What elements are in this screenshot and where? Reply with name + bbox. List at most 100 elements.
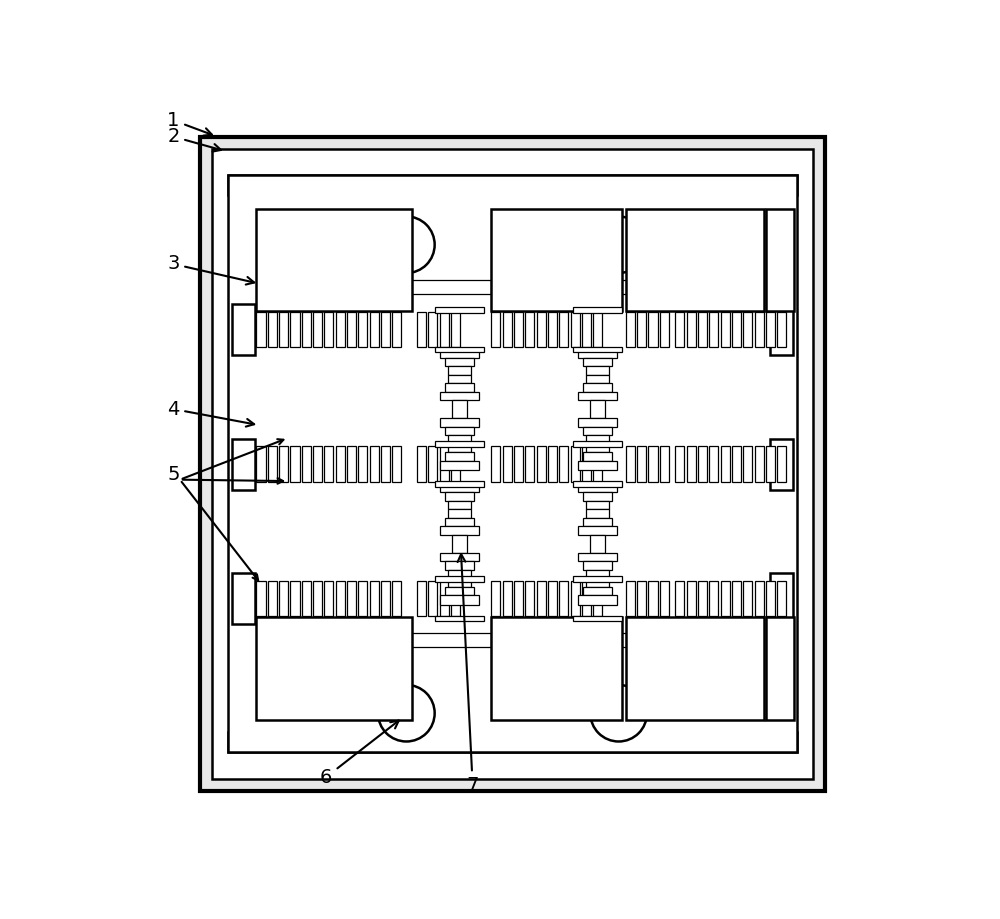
Bar [766,617,794,720]
Bar [573,616,622,621]
Bar [537,312,546,347]
Bar [586,444,609,452]
Bar [709,581,718,617]
Bar [525,312,534,347]
Bar [698,447,707,482]
Bar [445,452,474,460]
Bar [766,581,775,617]
Bar [451,581,460,617]
Bar [228,176,797,195]
Bar [559,447,568,482]
Bar [336,447,345,482]
Bar [626,581,635,617]
Bar [448,375,471,383]
Bar [256,617,412,720]
Bar [503,312,512,347]
Bar [687,581,696,617]
Bar [256,209,412,312]
Bar [755,312,764,347]
Bar [637,447,646,482]
Bar [548,447,557,482]
Bar [448,509,471,518]
Bar [548,312,557,347]
Bar [721,581,730,617]
Bar [290,581,300,617]
Circle shape [590,685,647,742]
Bar [583,426,612,435]
Bar [445,383,474,391]
Bar [448,570,471,578]
Bar [709,447,718,482]
Bar [448,435,471,444]
Bar [578,348,617,358]
Bar [660,312,669,347]
Bar [452,535,467,552]
Bar [732,312,741,347]
Bar [721,312,730,347]
Bar [435,616,484,621]
Bar [743,447,752,482]
Bar [582,447,591,482]
Bar [324,581,333,617]
Bar [440,418,479,426]
Bar [573,576,622,582]
Bar [448,367,471,375]
Bar [660,447,669,482]
Bar [766,312,775,347]
Bar [559,312,568,347]
Bar [440,348,479,358]
Bar [313,312,322,347]
Bar [256,581,266,617]
Bar [451,447,460,482]
Bar [668,632,750,647]
Bar [491,617,622,720]
Bar [583,358,612,367]
Bar [256,447,266,482]
Bar [200,137,825,791]
Bar [435,307,484,312]
Bar [381,581,390,617]
Bar [491,447,500,482]
Bar [228,176,797,752]
Bar [537,447,546,482]
Bar [370,447,379,482]
Bar [440,391,479,401]
Bar [440,482,479,493]
Bar [313,581,322,617]
Bar [302,312,311,347]
Circle shape [378,685,435,742]
Bar [428,581,437,617]
Circle shape [590,216,647,273]
Bar [648,447,658,482]
Bar [573,441,622,448]
Bar [448,578,471,586]
Text: 6: 6 [320,720,399,787]
Bar [777,447,786,482]
Bar [668,280,750,294]
Bar [586,501,609,509]
Bar [586,367,609,375]
Bar [777,312,786,347]
Bar [417,447,426,482]
Bar [336,581,345,617]
Bar [583,561,612,570]
Bar [358,447,367,482]
Bar [381,447,390,482]
Bar [675,581,684,617]
Bar [503,447,512,482]
Text: 1: 1 [167,111,212,136]
Bar [590,401,605,418]
Bar [583,383,612,391]
Bar [578,460,617,471]
Bar [448,501,471,509]
Bar [660,581,669,617]
Bar [324,447,333,482]
Bar [435,441,484,448]
Bar [232,438,255,490]
Bar [525,447,534,482]
Bar [583,493,612,501]
Bar [285,280,366,294]
Bar [392,312,401,347]
Bar [428,447,437,482]
Bar [698,581,707,617]
